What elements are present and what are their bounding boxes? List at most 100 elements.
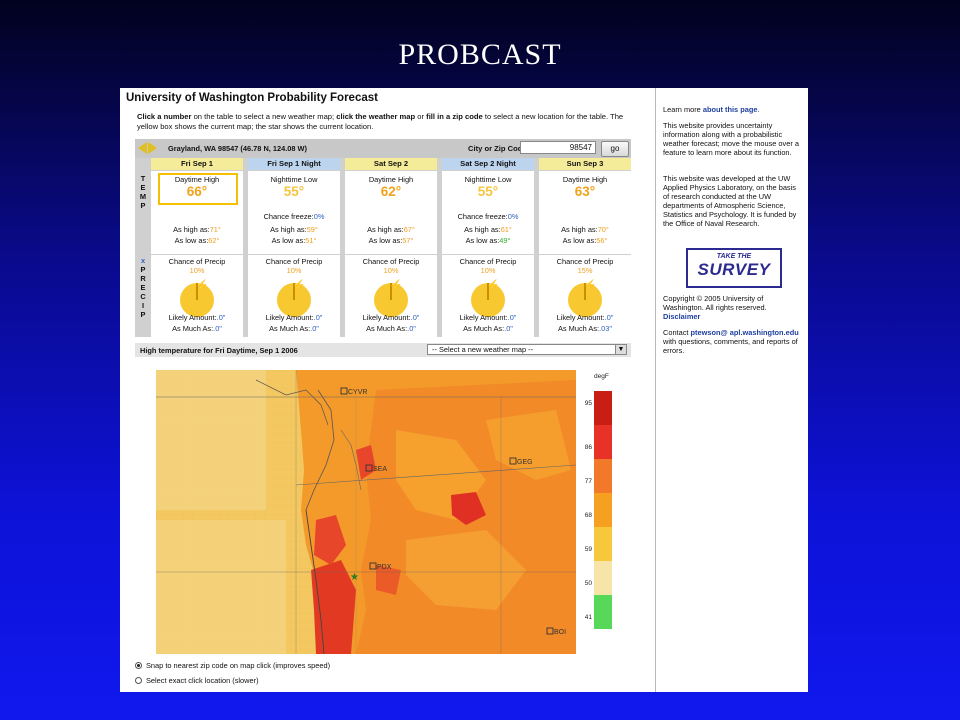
- copyright-text: Copyright © 2005 University of Washingto…: [663, 294, 767, 312]
- radio-exact-row[interactable]: Select exact click location (slower): [135, 676, 259, 685]
- temp-value: 62°: [345, 184, 437, 199]
- precip-chance[interactable]: 10%: [286, 266, 302, 275]
- city-label: CYVR: [348, 389, 367, 396]
- learn-more: Learn more about this page.: [663, 105, 803, 114]
- radio-exact-label: Select exact click location (slower): [146, 676, 259, 685]
- likely-label: Likely Amount:: [556, 313, 605, 322]
- precip-label: Chance of Precip: [442, 257, 534, 266]
- legend-tick-label: 59: [584, 546, 592, 553]
- low-value[interactable]: 57°: [402, 236, 414, 245]
- high-value[interactable]: 59°: [306, 225, 318, 234]
- precip-chance[interactable]: 10%: [189, 266, 205, 275]
- previous-arrow-icon[interactable]: [138, 142, 147, 154]
- temp-value-number[interactable]: 55°: [283, 184, 305, 199]
- temp-label-text: Daytime High: [174, 175, 220, 184]
- precip-pie-icon[interactable]: [471, 283, 505, 317]
- take-survey-button[interactable]: TAKE THE SURVEY: [686, 248, 782, 288]
- precip-pie-icon[interactable]: [180, 283, 214, 317]
- precip-chance[interactable]: 10%: [480, 266, 496, 275]
- precip-pie-icon[interactable]: [568, 283, 602, 317]
- temp-value-number[interactable]: 66°: [186, 184, 208, 199]
- high-line: As high as:70°: [539, 225, 631, 234]
- precip-label-text: Chance of Precip: [459, 257, 517, 266]
- weather-map[interactable]: CYVR SEA GEG PDX BOI ★: [156, 370, 577, 655]
- chevron-down-icon[interactable]: ▼: [615, 345, 626, 354]
- precip-chance[interactable]: 10%: [383, 266, 399, 275]
- low-value[interactable]: 62°: [208, 236, 220, 245]
- low-value[interactable]: 51°: [305, 236, 317, 245]
- temp-label-text: Nighttime Low: [270, 175, 318, 184]
- go-button[interactable]: go: [601, 141, 629, 157]
- high-value[interactable]: 67°: [403, 225, 415, 234]
- radio-snap-label: Snap to nearest zip code on map click (i…: [146, 661, 331, 670]
- contact-email-link[interactable]: ptewson@ apl.washington.edu: [690, 328, 799, 337]
- much-value[interactable]: .0": [213, 324, 222, 333]
- legend-tick-label: 68: [584, 512, 592, 519]
- precip-label: Chance of Precip: [539, 257, 631, 266]
- freeze-value[interactable]: 0%: [507, 212, 519, 221]
- low-line: As low as:56°: [539, 236, 631, 245]
- precip-label-text: Chance of Precip: [362, 257, 420, 266]
- likely-value[interactable]: .0": [604, 313, 614, 322]
- precip-pie-icon[interactable]: [374, 283, 408, 317]
- much-line: As Much As:.0": [442, 324, 534, 333]
- temp-row-label-letter: T: [140, 174, 146, 183]
- temp-label: Daytime High: [345, 175, 437, 184]
- much-label: As Much As:: [172, 324, 214, 333]
- radio-exact[interactable]: [135, 677, 142, 684]
- radio-snap[interactable]: [135, 662, 142, 669]
- likely-value[interactable]: .0": [313, 313, 323, 322]
- high-value[interactable]: 70°: [597, 225, 609, 234]
- high-value[interactable]: 61°: [500, 225, 512, 234]
- low-label: As low as:: [271, 236, 306, 245]
- much-value[interactable]: .03": [599, 324, 612, 333]
- weather-map-svg[interactable]: CYVR SEA GEG PDX BOI ★: [156, 370, 577, 655]
- high-label: As high as:: [173, 225, 210, 234]
- sidebar-paragraph-2: This website was developed at the UW App…: [663, 174, 797, 228]
- precip-pie-icon[interactable]: [277, 283, 311, 317]
- disclaimer-link[interactable]: Disclaimer: [663, 312, 701, 321]
- map-select[interactable]: -- Select a new weather map -- ▼: [427, 344, 627, 355]
- day-header: Fri Sep 1 Night: [248, 158, 340, 170]
- instructions-bold-2: click the weather map: [336, 112, 416, 121]
- zip-input[interactable]: 98547: [520, 141, 596, 154]
- temp-row-label-letter: E: [140, 183, 146, 192]
- precip-label-text: Chance of Precip: [556, 257, 614, 266]
- likely-value[interactable]: .0": [410, 313, 420, 322]
- high-value[interactable]: 71°: [209, 225, 221, 234]
- much-value[interactable]: .0": [504, 324, 513, 333]
- precip-cell: Chance of Precip 10% ⚡ Likely Amount:.0" As …: [442, 255, 534, 337]
- map-caption: High temperature for Fri Daytime, Sep 1 …: [140, 346, 298, 355]
- precip-chance[interactable]: 15%: [577, 266, 593, 275]
- temp-label: Daytime High: [151, 175, 243, 184]
- low-label: As low as:: [368, 236, 403, 245]
- much-label: As Much As:: [558, 324, 600, 333]
- low-label: As low as:: [562, 236, 597, 245]
- temp-value-number[interactable]: 62°: [380, 184, 402, 199]
- about-page-link[interactable]: about this page: [702, 105, 758, 114]
- much-value[interactable]: .0": [407, 324, 416, 333]
- temp-value-number[interactable]: 63°: [574, 184, 596, 199]
- temperature-cell: Daytime High 66° As high as:71° As low as:6…: [151, 171, 243, 254]
- day-column: Fri Sep 1 Daytime High 66° As high as:71° As…: [151, 158, 243, 337]
- forecast-table: Grayland, WA 98547 (46.78 N, 124.08 W) C…: [135, 139, 631, 337]
- much-value[interactable]: .0": [310, 324, 319, 333]
- low-value[interactable]: 56°: [596, 236, 608, 245]
- temp-value: 63°: [539, 184, 631, 199]
- likely-value[interactable]: .0": [507, 313, 517, 322]
- high-line: As high as:61°: [442, 225, 534, 234]
- radio-snap-row[interactable]: Snap to nearest zip code on map click (i…: [135, 661, 330, 670]
- low-line: As low as:51°: [248, 236, 340, 245]
- freeze-value[interactable]: 0%: [313, 212, 325, 221]
- temp-value-number[interactable]: 55°: [477, 184, 499, 199]
- precip-pie-wedge: [584, 283, 586, 300]
- current-map-highlight: [158, 173, 238, 205]
- likely-value[interactable]: .0": [216, 313, 226, 322]
- freeze-line: Chance freeze:0%: [442, 212, 534, 221]
- precip-pie-wedge: [196, 283, 198, 300]
- copyright: Copyright © 2005 University of Washingto…: [663, 294, 803, 321]
- next-arrow-icon[interactable]: [148, 142, 157, 154]
- low-value[interactable]: 49°: [499, 236, 511, 245]
- likely-label: Likely Amount:: [362, 313, 411, 322]
- map-select-value: -- Select a new weather map --: [432, 345, 534, 354]
